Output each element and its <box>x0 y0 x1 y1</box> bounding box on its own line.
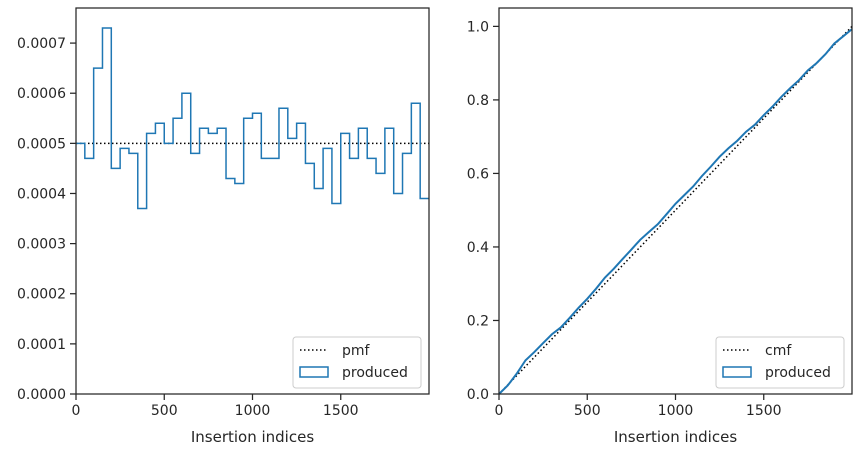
right-legend-produced-swatch <box>722 366 752 378</box>
left-legend-pmf-label: pmf <box>342 343 371 359</box>
right-y-tick-label: 0.0 <box>467 387 489 403</box>
left-legend-produced-label: produced <box>342 365 408 381</box>
left-y-tick-label: 0.0002 <box>17 287 66 303</box>
left-chart-panel: 0 500 1000 1500 0.00000.00010.00020.00030.0… <box>17 7 430 446</box>
left-y-tick-label: 0.0003 <box>17 237 66 253</box>
left-y-tick-label: 0.0007 <box>17 36 66 52</box>
right-legend: cmf produced <box>715 336 845 389</box>
right-plot-area <box>498 25 853 395</box>
right-y-tick-label: 0.4 <box>467 240 489 256</box>
right-y-tick-label: 0.2 <box>467 313 489 329</box>
left-legend-produced-swatch <box>299 366 329 378</box>
produced-histogram-step <box>76 27 429 210</box>
right-x-tick-label: 500 <box>574 403 601 419</box>
left-legend: pmf produced <box>292 336 422 389</box>
left-y-axis: 0.0000 0.0001 0.0002 0.0003 0.0004 0.0005 0.00… <box>17 36 76 403</box>
right-y-tick-label: 1.0 <box>467 19 489 35</box>
right-x-tick-label: 1500 <box>746 403 782 419</box>
left-x-tick-label: 1500 <box>323 403 359 419</box>
left-y-tick-label: 0.0001 <box>17 337 66 353</box>
left-x-tick-label: 500 <box>151 403 178 419</box>
left-y-tick-label: 0.0004 <box>17 186 66 202</box>
left-y-tick-label: 0.0000 <box>17 387 66 403</box>
left-x-axis: 0 500 1000 1500 <box>72 394 359 419</box>
right-x-tick-label: 0 <box>495 403 504 419</box>
left-x-tick-label: 0 <box>72 403 81 419</box>
cmf-reference-line <box>498 25 853 395</box>
right-legend-produced-label: produced <box>765 365 831 381</box>
right-chart-panel: 0 500 1000 1500 0.0 0.2 0.4 0.6 0.8 1.0 Insertio… <box>467 7 853 446</box>
left-y-tick-label: 0.0006 <box>17 86 66 102</box>
right-legend-cmf-label: cmf <box>765 343 792 359</box>
right-x-axis: 0 500 1000 1500 <box>495 394 782 419</box>
right-y-tick-label: 0.6 <box>467 166 489 182</box>
left-plot-area <box>76 27 429 210</box>
right-y-tick-label: 0.8 <box>467 93 489 109</box>
left-x-tick-label: 1000 <box>235 403 271 419</box>
produced-cumulative-line <box>498 28 853 395</box>
right-y-axis: 0.0 0.2 0.4 0.6 0.8 1.0 <box>467 19 499 403</box>
left-x-axis-label: Insertion indices <box>191 428 314 446</box>
left-y-tick-label: 0.0005 <box>17 136 66 152</box>
right-x-axis-label: Insertion indices <box>614 428 737 446</box>
right-x-tick-label: 1000 <box>658 403 694 419</box>
